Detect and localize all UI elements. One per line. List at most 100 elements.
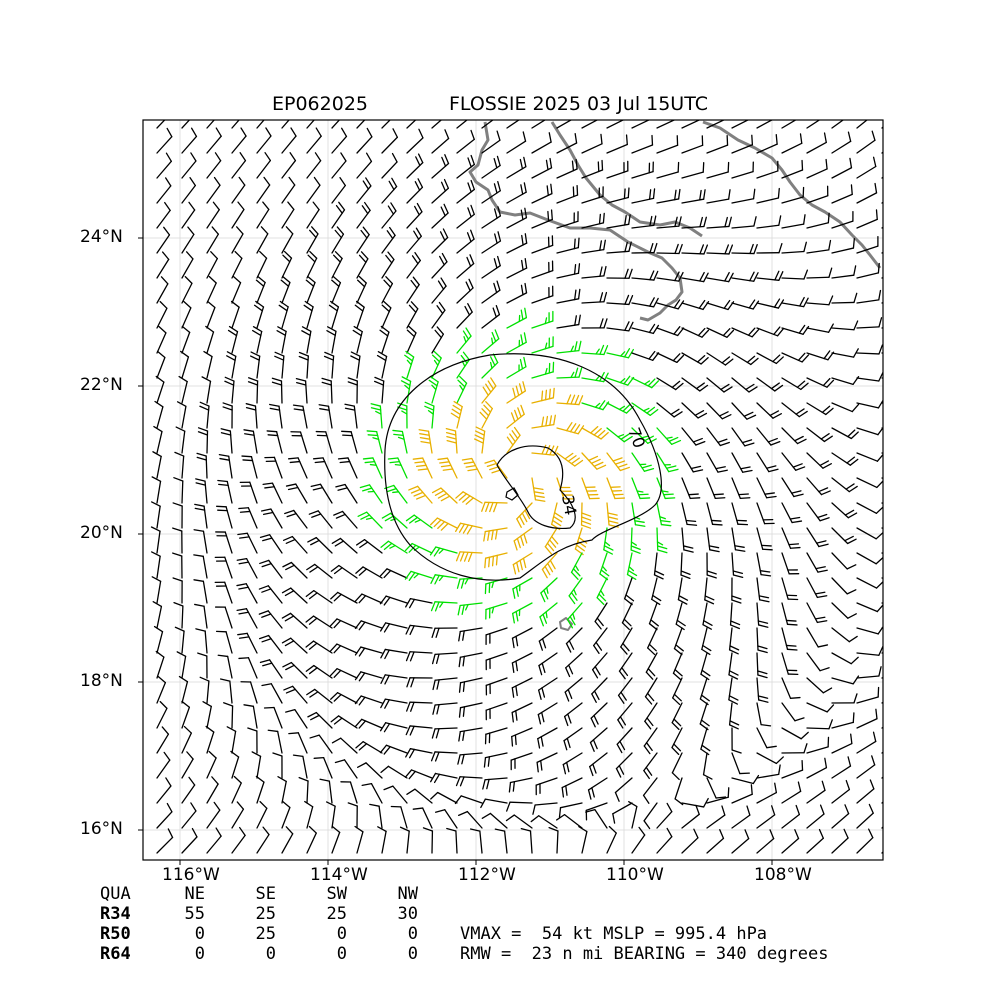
- wind-barb: [806, 452, 832, 469]
- wind-barb: [589, 727, 608, 752]
- wind-barb: [205, 325, 215, 354]
- wind-barb: [181, 226, 195, 254]
- wind-barb: [446, 827, 458, 854]
- wind-barb: [456, 303, 473, 329]
- wind-barb: [806, 602, 828, 624]
- wind-barb: [591, 677, 608, 703]
- wind-barb: [408, 485, 433, 504]
- wind-barb: [430, 601, 458, 612]
- wind-barb: [306, 120, 315, 129]
- wind-barb: [481, 255, 501, 279]
- wind-barb: [155, 650, 165, 679]
- wind-barb: [430, 751, 458, 762]
- wind-barb: [406, 677, 433, 688]
- wind-barb: [331, 152, 347, 179]
- wind-barb: [530, 815, 558, 829]
- wind-barb: [333, 510, 358, 529]
- wind-contours: [384, 353, 662, 581]
- wind-barb: [806, 427, 833, 443]
- wind-barb: [706, 135, 729, 154]
- wind-barb: [563, 727, 583, 751]
- wind-barb: [706, 216, 732, 229]
- wind-barb: [306, 176, 321, 204]
- wind-barb: [458, 652, 483, 668]
- wind-barb: [331, 737, 358, 754]
- wind-barb: [856, 828, 874, 854]
- wind-barb: [285, 483, 308, 504]
- wind-barb: [456, 120, 468, 129]
- lon-label-110w: 110°W: [606, 865, 664, 885]
- wind-barb: [856, 452, 883, 462]
- wind-barb: [756, 702, 772, 727]
- wind-barb: [255, 775, 265, 804]
- wind-barb: [756, 160, 779, 179]
- wind-barb: [404, 570, 433, 581]
- wind-barb: [206, 750, 217, 779]
- wind-barb: [456, 375, 468, 404]
- wind-barb: [431, 301, 446, 329]
- wind-barb: [756, 527, 773, 551]
- wind-barb: [307, 536, 333, 554]
- wind-barb: [236, 583, 258, 604]
- wind-barb: [369, 803, 383, 829]
- wind-barb: [806, 527, 829, 548]
- wind-barb: [706, 787, 730, 804]
- wind-barb: [195, 478, 208, 504]
- wind-barb: [706, 271, 734, 283]
- wind-barb: [405, 748, 433, 759]
- wind-barb: [614, 777, 633, 802]
- wind-barb: [356, 251, 369, 279]
- wind-barb: [341, 430, 358, 454]
- wind-barb: [308, 510, 333, 529]
- wind-barb: [656, 402, 683, 418]
- wind-barb: [331, 275, 342, 304]
- contour-70: [384, 353, 662, 581]
- wind-barb: [806, 350, 835, 361]
- wind-barb: [706, 377, 733, 393]
- wind-barb: [454, 522, 483, 535]
- wind-barb: [175, 426, 186, 454]
- wind-barb: [428, 375, 439, 404]
- wind-barb: [309, 734, 333, 754]
- wind-barb: [484, 577, 508, 595]
- wind-barb: [706, 805, 726, 829]
- wind-barb: [656, 827, 673, 854]
- wind-barb: [236, 608, 258, 629]
- wind-barb: [230, 300, 240, 329]
- wind-barb: [173, 477, 184, 504]
- wind-barb: [531, 310, 554, 329]
- wind-barb: [310, 483, 333, 504]
- table-header-se: SE: [255, 884, 276, 904]
- wind-barb: [624, 577, 635, 606]
- wind-barb: [781, 477, 804, 498]
- wind-barb: [706, 189, 731, 204]
- r64-sw: 0: [336, 944, 347, 964]
- wind-barb: [217, 654, 233, 679]
- wind-barb: [756, 752, 784, 765]
- wind-barb: [330, 564, 358, 579]
- wind-barb: [680, 552, 691, 580]
- wind-barb: [303, 300, 314, 329]
- wind-barb: [831, 627, 858, 643]
- wind-barb: [431, 277, 447, 304]
- wind-barb: [647, 627, 658, 656]
- wind-barb: [556, 813, 583, 829]
- wind-barb: [506, 258, 528, 279]
- wind-barb: [281, 587, 308, 604]
- wind-barb: [881, 577, 883, 579]
- wind-barb: [506, 282, 528, 304]
- wind-barb: [404, 542, 433, 554]
- wind-barb: [281, 176, 296, 204]
- wind-barb: [856, 399, 883, 409]
- wind-barb: [831, 779, 851, 804]
- wind-barb: [455, 491, 483, 505]
- wind-barb: [356, 201, 371, 229]
- wind-barb: [173, 602, 184, 629]
- wind-barb: [806, 295, 834, 306]
- wind-barb: [262, 482, 283, 504]
- wind-barb: [831, 733, 853, 754]
- wind-barb: [606, 321, 634, 332]
- wind-barb: [430, 574, 458, 585]
- wind-barb: [585, 808, 608, 829]
